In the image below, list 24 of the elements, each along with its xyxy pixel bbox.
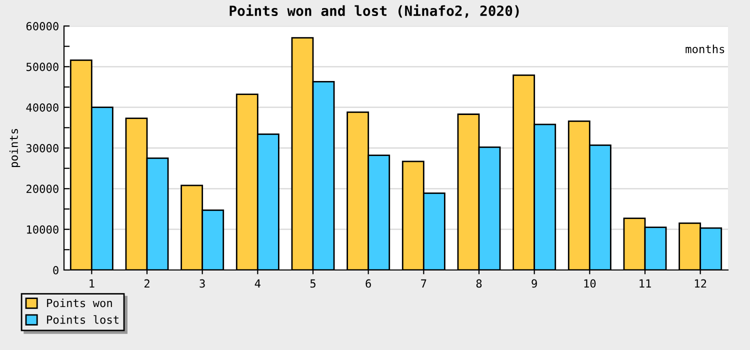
y-tick-label: 0 bbox=[53, 266, 58, 274]
x-axis-title: months bbox=[686, 44, 724, 54]
x-tick-label: 1 bbox=[90, 279, 94, 288]
y-tick-label: 60000 bbox=[26, 22, 58, 30]
y-tick-label: 20000 bbox=[26, 184, 58, 194]
x-tick-label: 8 bbox=[476, 279, 482, 288]
y-axis-title: points bbox=[9, 129, 20, 168]
x-tick-label: 12 bbox=[694, 279, 706, 288]
x-tick-label: 3 bbox=[200, 279, 205, 288]
x-tick-label: 4 bbox=[254, 279, 260, 288]
y-tick-label: 30000 bbox=[26, 144, 58, 152]
x-tick-label: 9 bbox=[532, 279, 537, 288]
legend-label: Points won bbox=[47, 298, 112, 308]
y-tick-label: 40000 bbox=[26, 103, 58, 112]
x-tick-label: 2 bbox=[144, 279, 150, 288]
y-tick-label: 10000 bbox=[27, 225, 58, 234]
x-tick-label: 5 bbox=[310, 279, 316, 288]
y-tick-label: 50000 bbox=[26, 62, 58, 72]
x-tick-label: 6 bbox=[366, 279, 371, 288]
x-tick-label: 10 bbox=[584, 279, 596, 288]
x-tick-label: 7 bbox=[421, 279, 426, 288]
x-tick-label: 11 bbox=[640, 279, 651, 288]
legend-label: Points lost bbox=[47, 315, 118, 324]
chart-title: Points won and lost (Ninafo2, 2020) bbox=[230, 4, 519, 18]
